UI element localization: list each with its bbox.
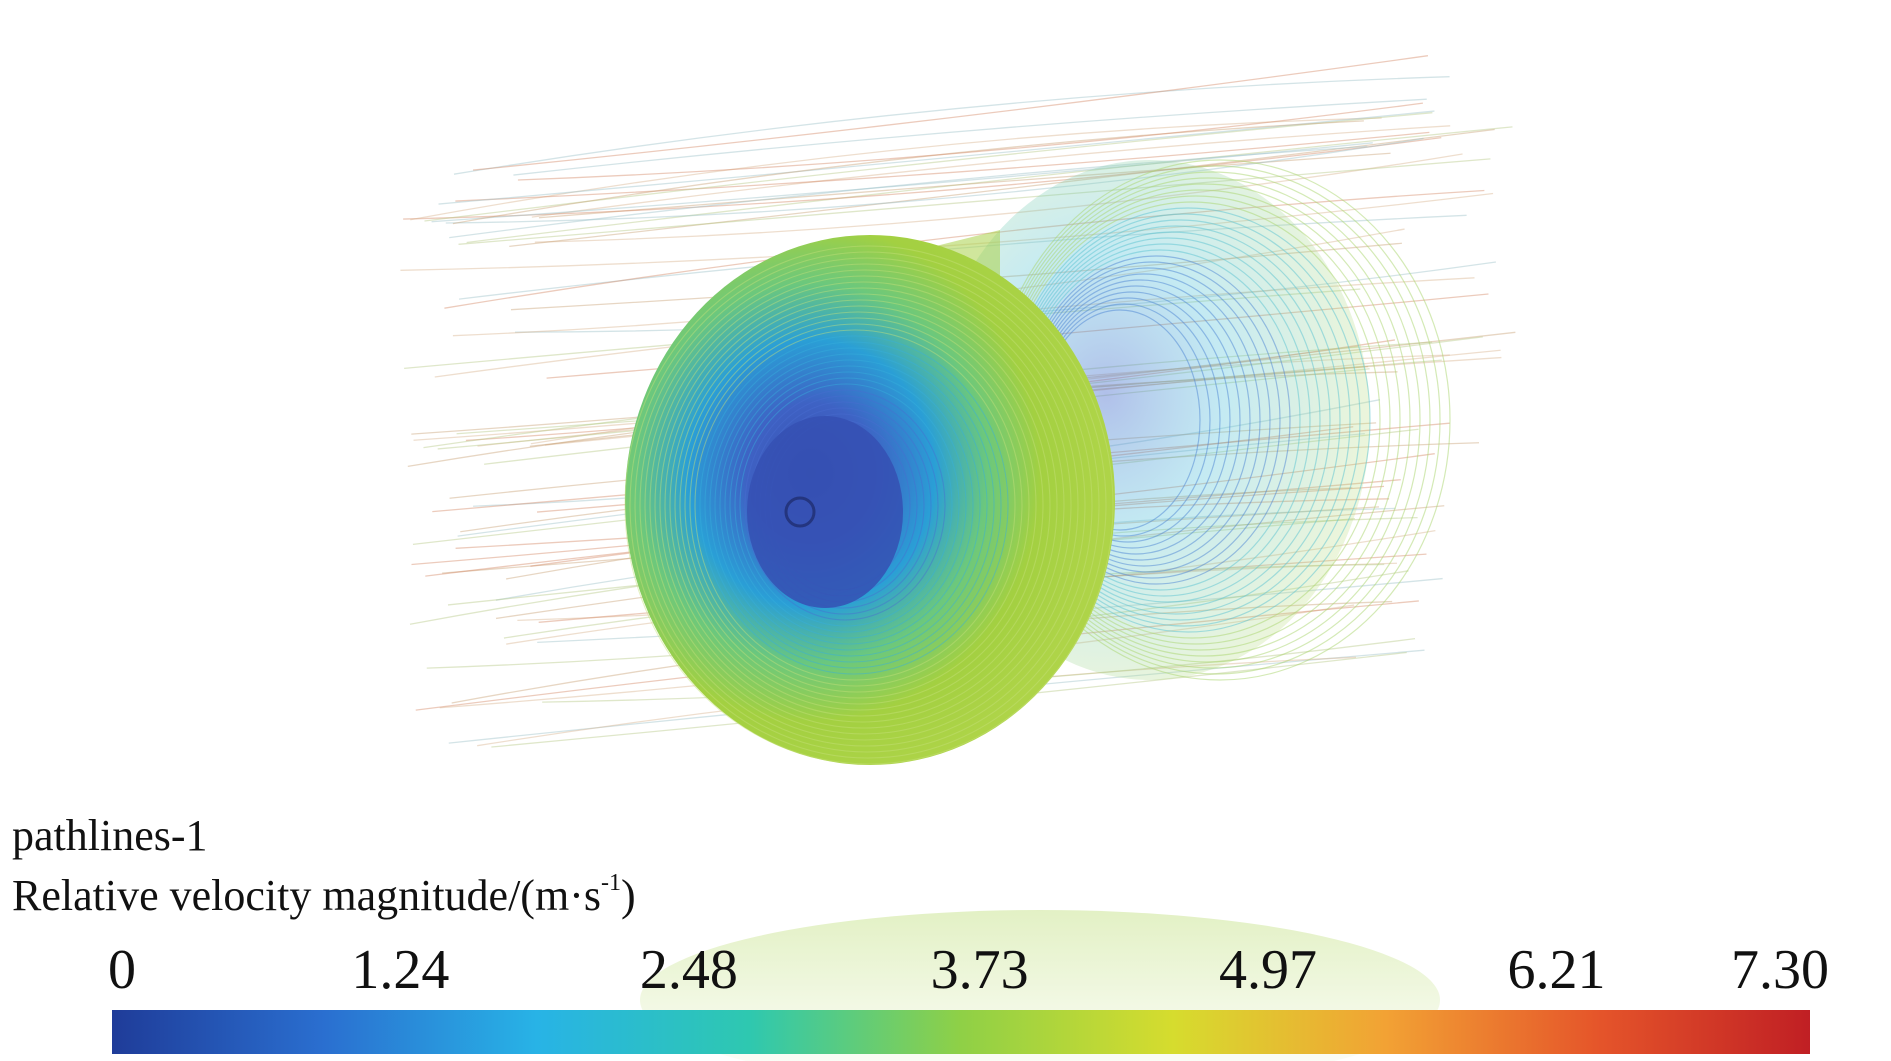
- pathline: [649, 275, 1079, 735]
- pathline: [699, 335, 1009, 675]
- pathline: [431, 142, 1373, 223]
- pathline: [684, 317, 1030, 693]
- pathline: [455, 131, 1430, 202]
- pathline: [517, 102, 1423, 181]
- pathline: [403, 136, 1442, 220]
- pathline: [466, 126, 1513, 244]
- rotor-face-swirl: [624, 245, 1114, 765]
- pathline: [531, 125, 1451, 218]
- pathline: [634, 257, 1100, 753]
- pathline: [438, 110, 1435, 205]
- plot-name: pathlines-1: [12, 811, 208, 860]
- pathline: [639, 263, 1093, 747]
- colorbar: [112, 1010, 1810, 1054]
- pathline: [473, 55, 1429, 171]
- pathline: [449, 145, 1368, 239]
- pathline: [724, 365, 974, 645]
- pathline: [654, 281, 1072, 729]
- pathline: [744, 389, 946, 621]
- pathline: [714, 353, 988, 657]
- pathline: [424, 112, 1433, 222]
- pathline: [664, 293, 1058, 717]
- hub-center: [784, 496, 816, 528]
- pathline: [629, 251, 1107, 759]
- pathline: [694, 329, 1016, 681]
- pathline: [719, 359, 981, 651]
- pathline: [534, 153, 1463, 243]
- colorbar-tick-label: 7.30: [1731, 939, 1829, 1001]
- colorbar-tick-label: 4.97: [1219, 939, 1318, 1001]
- pathline: [659, 287, 1065, 723]
- pathline: [669, 299, 1051, 711]
- pathline: [624, 245, 1114, 765]
- pathline: [509, 128, 1495, 247]
- pathline: [739, 383, 953, 627]
- colorbar-tick-label: 6.21: [1507, 939, 1606, 1001]
- colorbar-tick-label: 3.73: [930, 939, 1029, 1001]
- variable-label: Relative velocity magnitude/(m·s-1): [12, 870, 636, 920]
- pathline: [644, 269, 1086, 741]
- colorbar-tick-label: 0: [108, 939, 136, 1001]
- colorbar-tick-label: 1.24: [351, 939, 450, 1001]
- pathline: [452, 120, 1364, 225]
- pathline: [445, 137, 1424, 224]
- pathline: [674, 305, 1044, 705]
- colorbar-tick-label: 2.48: [639, 939, 738, 1001]
- pathline: [689, 323, 1023, 687]
- pathline: [410, 117, 1382, 221]
- pathline: [679, 311, 1037, 699]
- pathline: [513, 98, 1427, 176]
- pathline: [458, 158, 1491, 245]
- pathline: [453, 76, 1450, 175]
- rotor-core: [747, 416, 903, 608]
- pathline: [729, 371, 967, 639]
- pathline: [734, 377, 960, 633]
- pathline: [444, 189, 1485, 309]
- pathline: [538, 152, 1391, 219]
- pathline: [709, 347, 995, 663]
- pathline: [704, 341, 1002, 669]
